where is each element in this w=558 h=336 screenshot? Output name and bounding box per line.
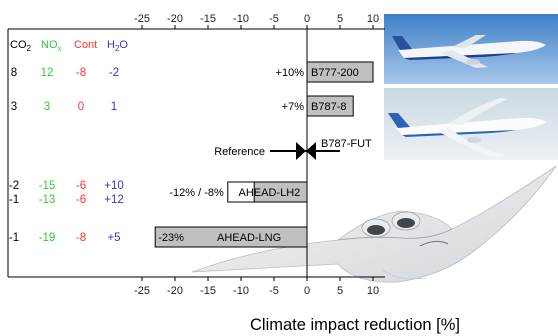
table-cell-nox: -13 — [39, 194, 56, 206]
table-cell-nox: -15 — [39, 180, 56, 192]
table-cell-h2o: +12 — [104, 194, 124, 206]
annotation-label: -12% / -8% — [169, 187, 224, 199]
tick-label-top: -20 — [167, 13, 183, 25]
table-cell-cont: -6 — [76, 194, 86, 206]
table-cell-cont: -6 — [76, 180, 86, 192]
annotation-label: Reference — [214, 146, 265, 158]
tick-label-top: -15 — [200, 13, 216, 25]
table-cell-cont: -8 — [76, 67, 86, 79]
tick-label-bottom: -15 — [200, 285, 216, 297]
reference-marker — [270, 142, 340, 160]
col-header-h2o: H2O — [107, 39, 128, 53]
tick-label-top: 0 — [304, 13, 310, 25]
bar-ahead-lng — [154, 226, 308, 248]
plot-frame — [7, 28, 385, 278]
emission-table: 8 12 -8 -2 3 3 0 1 -2 -1 -15 -13 -6 -6 +10 +12 -1 -19 -8 +5 — [9, 67, 124, 244]
column-headers: CO2 NOx Cont H2O — [10, 39, 128, 53]
col-header-nox: NOx — [41, 39, 62, 53]
table-cell-nox: -19 — [39, 232, 56, 244]
annotation-label: +10% — [276, 67, 305, 79]
tick-label-bottom: -25 — [134, 285, 150, 297]
tick-label-bottom: 0 — [304, 285, 310, 297]
x-axis-top: -25 -20 -15 -10 -5 0 5 10 — [134, 13, 379, 29]
table-cell-co2: 8 — [11, 67, 17, 79]
table-cell-co2: -1 — [9, 232, 19, 244]
table-cell-h2o: 1 — [111, 101, 117, 113]
table-cell-co2: 3 — [11, 101, 17, 113]
col-header-co2: CO2 — [10, 39, 32, 53]
x-axis-label: Climate impact reduction [%] — [250, 316, 460, 334]
table-cell-h2o: +5 — [107, 232, 120, 244]
table-cell-nox: 3 — [44, 101, 50, 113]
tick-label-top: 10 — [367, 13, 379, 25]
tick-label-top: 5 — [337, 13, 343, 25]
aircraft-label: B777-200 — [311, 67, 359, 79]
tick-label-bottom: -5 — [269, 285, 279, 297]
tick-label-bottom: 10 — [367, 285, 379, 297]
bar-ahead-lh2-inner — [253, 181, 308, 203]
aircraft-label: B787-FUT — [321, 138, 372, 150]
aircraft-label: AHEAD-LNG — [217, 232, 281, 244]
table-cell-cont: 0 — [78, 101, 84, 113]
photo-ahead-aircraft-icon — [191, 165, 557, 283]
table-cell-h2o: +10 — [104, 180, 124, 192]
table-cell-h2o: -2 — [109, 67, 119, 79]
col-header-cont: Cont — [74, 39, 97, 51]
bar-b787-8 — [306, 95, 354, 117]
bar-b777-200 — [306, 61, 374, 83]
aircraft-label: AHEAD-LH2 — [239, 187, 301, 199]
bars — [154, 61, 374, 248]
aircraft-label: B787-8 — [311, 101, 346, 113]
x-axis-bottom: -25 -20 -15 -10 -5 0 5 10 — [134, 277, 379, 297]
tick-label-top: -25 — [134, 13, 150, 25]
table-cell-co2: -2 — [9, 180, 19, 192]
tick-label-top: -5 — [269, 13, 279, 25]
tick-label-top: -10 — [233, 13, 249, 25]
annotations: B777-200 +10% B787-8 +7% B787-FUT Reference AH… — [158, 67, 372, 244]
table-cell-nox: 12 — [41, 67, 54, 79]
tick-label-bottom: 5 — [337, 285, 343, 297]
annotation-label: +7% — [282, 101, 305, 113]
table-cell-cont: -8 — [76, 232, 86, 244]
annotation-label: -23% — [158, 232, 184, 244]
photo-b777-icon — [384, 14, 558, 84]
photo-b787-icon — [384, 88, 558, 160]
tick-label-bottom: -20 — [167, 285, 183, 297]
table-cell-co2: -1 — [9, 194, 19, 206]
tick-label-bottom: -10 — [233, 285, 249, 297]
